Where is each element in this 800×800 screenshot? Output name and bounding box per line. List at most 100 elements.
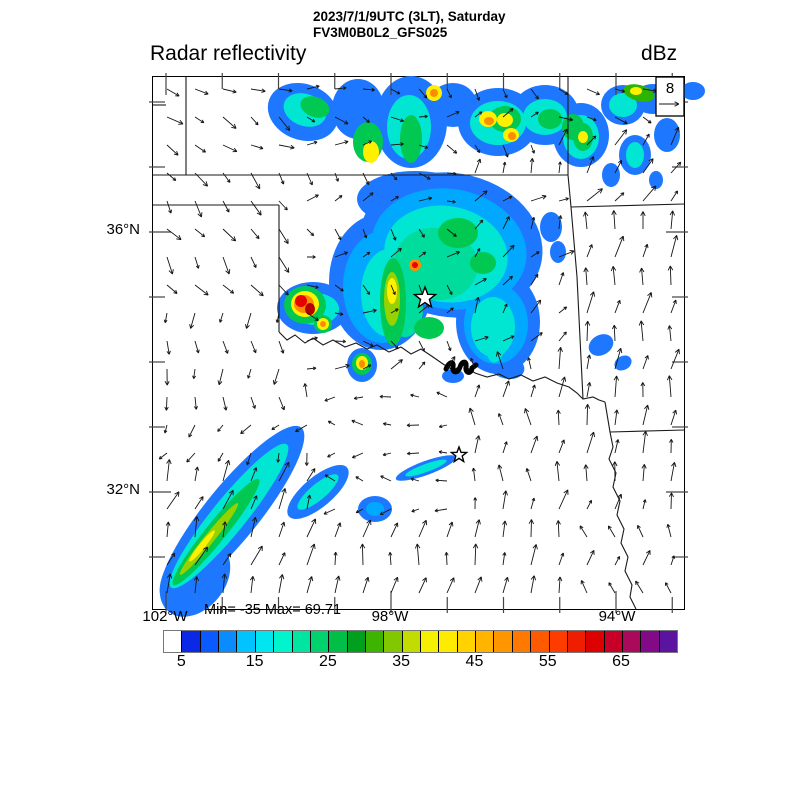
lat-label: 32°N	[106, 481, 140, 498]
wind-vector	[351, 419, 364, 426]
wind-vector	[642, 499, 647, 510]
wind-vector	[166, 88, 180, 97]
title-block: 2023/7/1/9UTC (3LT), Saturday FV3M0B0L2_…	[313, 9, 506, 41]
wind-vector	[334, 363, 350, 370]
colorbar-tick-label: 35	[392, 653, 411, 670]
wind-vector	[275, 312, 280, 323]
wind-vector	[334, 251, 349, 258]
wind-vector	[222, 396, 228, 411]
reflectivity-blob	[363, 141, 379, 163]
wind-vector	[524, 408, 532, 426]
wind-vector	[166, 116, 184, 125]
wind-vector	[217, 424, 224, 432]
wind-vector	[418, 228, 425, 238]
reflectivity-blob	[630, 87, 642, 95]
colorbar-cell	[254, 631, 274, 652]
wind-vector	[295, 424, 308, 433]
wind-vector	[390, 88, 401, 95]
wind-vector	[558, 552, 565, 566]
wind-vector	[667, 325, 673, 342]
colorbar-cell	[383, 631, 402, 652]
colorbar-tick-label: 15	[245, 653, 264, 670]
wind-vector	[502, 108, 514, 118]
wind-vector	[163, 424, 168, 434]
wind-vector	[502, 88, 508, 99]
wind-vector	[327, 452, 336, 458]
wind-vector	[496, 351, 504, 370]
wind-vector	[670, 409, 678, 426]
reflectivity-blob	[681, 82, 705, 100]
wind-vector	[530, 111, 539, 118]
wind-vector	[614, 159, 623, 174]
wind-vector	[525, 467, 532, 482]
reflectivity-blob	[405, 459, 447, 477]
units-label: dBz	[641, 42, 678, 65]
wind-vector	[502, 303, 508, 314]
wind-vector	[610, 266, 617, 286]
state-border	[608, 431, 637, 610]
wind-vector	[418, 114, 428, 119]
wind-vector	[586, 499, 592, 510]
wind-vector	[502, 195, 513, 202]
wind-vector	[166, 552, 176, 566]
wind-vector	[530, 144, 536, 154]
wind-vector	[635, 580, 644, 594]
wind-vector	[362, 519, 372, 538]
wind-vector	[586, 354, 592, 370]
wind-vector	[558, 272, 565, 286]
wind-vector	[278, 488, 287, 510]
wind-vector	[334, 195, 343, 202]
colorbar-cell	[511, 631, 531, 652]
wind-vector	[333, 551, 338, 566]
wind-vector	[250, 144, 264, 150]
wind-vector	[379, 508, 392, 515]
wind-vector	[474, 296, 480, 314]
wind-vector	[502, 380, 510, 398]
wind-vector	[640, 382, 646, 398]
wind-vector	[306, 172, 313, 186]
wind-vector	[334, 86, 347, 90]
state-border	[609, 429, 685, 433]
radar-map: 8	[149, 73, 705, 617]
colorbar-cell	[438, 631, 457, 652]
wind-vector	[474, 88, 481, 101]
reflectivity-blob	[508, 132, 516, 140]
wind-vector	[614, 116, 628, 125]
wind-vector	[362, 192, 374, 202]
wind-vector	[362, 228, 368, 239]
wind-vector	[642, 404, 650, 426]
wind-vector	[670, 190, 679, 202]
wind-vector	[362, 308, 377, 314]
wind-vector	[334, 312, 344, 316]
wind-vector	[250, 516, 258, 538]
wind-vector	[558, 128, 568, 146]
title-model: FV3M0B0L2_GFS025	[313, 25, 448, 40]
wind-vector	[306, 336, 318, 342]
wind-vector	[194, 228, 206, 238]
wind-vector	[446, 110, 460, 118]
wind-vector	[278, 172, 285, 185]
wind-vector	[418, 577, 427, 594]
wind-vector	[276, 452, 280, 463]
wind-vector	[278, 228, 289, 244]
wind-vector	[193, 516, 200, 538]
wind-vector	[558, 250, 575, 258]
wind-vector	[438, 450, 448, 454]
reflectivity-blob	[400, 115, 422, 163]
wind-vector	[418, 88, 428, 99]
wind-vector	[390, 308, 399, 314]
reflectivity-blob	[609, 93, 637, 117]
wind-vector	[583, 211, 589, 230]
wind-vector	[222, 144, 238, 153]
wind-vector	[638, 320, 645, 342]
wind-vector	[530, 497, 536, 510]
wind-vector	[247, 368, 252, 379]
reflectivity-blob	[602, 163, 620, 187]
lat-label: 36°N	[106, 221, 140, 238]
wind-vector	[530, 544, 538, 566]
wind-vector	[502, 335, 515, 342]
wind-vector	[250, 545, 263, 566]
wind-vector	[530, 251, 540, 258]
wind-vector	[306, 194, 319, 202]
wind-vector	[614, 129, 628, 146]
